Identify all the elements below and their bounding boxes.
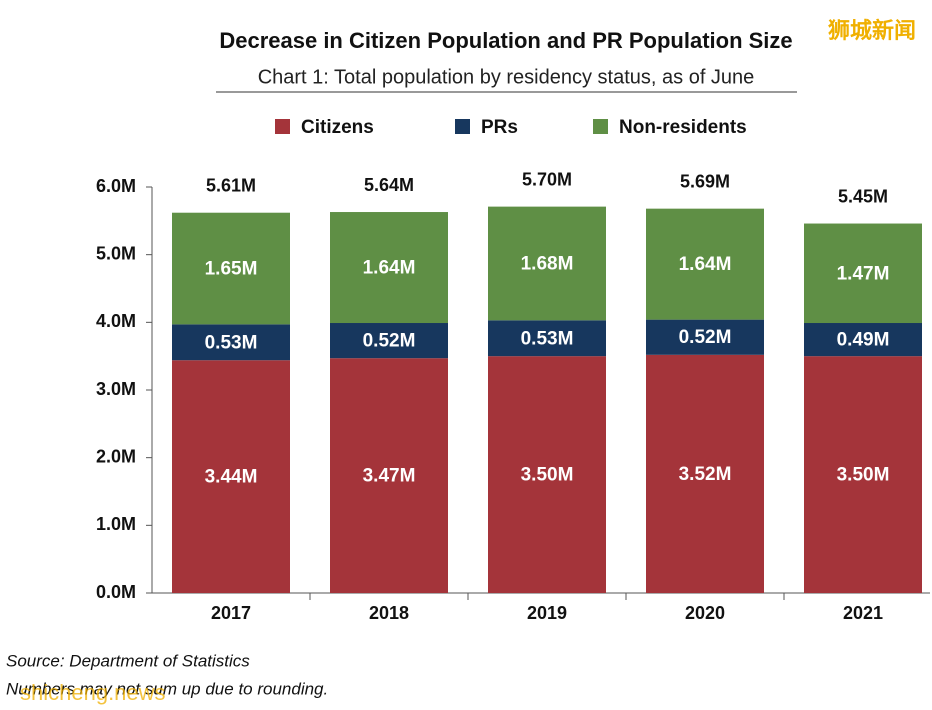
bar-segment [488,320,606,357]
note: Numbers may not sum up due to rounding. [6,679,328,698]
watermark: 狮城新闻 [828,18,916,43]
y-tick-label: 0.0M [96,582,136,602]
x-tick-label: 2017 [211,603,251,623]
chart-title: Decrease in Citizen Population and PR Po… [219,28,792,53]
source: Source: Department of Statistics [6,651,250,670]
value-label: 0.52M [363,331,416,352]
y-tick-label: 2.0M [96,446,136,466]
legend-label: Non-residents [619,117,747,138]
x-tick-label: 2018 [369,603,409,623]
bar-segment [804,323,922,357]
legend-label: Citizens [301,117,374,138]
bar-segment [172,360,290,593]
value-label: 1.65M [205,259,258,280]
bar-segment [330,212,448,324]
x-tick-label: 2019 [527,603,567,623]
total-label: 5.61M [206,175,256,195]
value-label: 3.47M [363,466,416,487]
chart-subtitle: Chart 1: Total population by residency s… [258,66,755,88]
bar-segment [330,323,448,359]
y-tick-label: 6.0M [96,176,136,196]
value-label: 0.53M [521,328,574,349]
bar-segment [488,356,606,593]
value-label: 1.47M [837,263,890,284]
legend-swatch [455,119,470,134]
value-label: 0.52M [679,327,732,348]
value-label: 3.52M [679,464,732,485]
total-label: 5.70M [522,169,572,189]
bar-segment [330,358,448,593]
value-label: 0.49M [837,330,890,351]
y-tick-label: 3.0M [96,379,136,399]
total-label: 5.69M [680,171,730,191]
bar-segment [804,356,922,593]
bar-segment [646,319,764,355]
total-label: 5.45M [838,186,888,206]
bar-segment [646,208,764,320]
legend-swatch [275,119,290,134]
total-label: 5.64M [364,175,414,195]
value-label: 0.53M [205,332,258,353]
value-label: 3.44M [205,467,258,488]
y-tick-label: 5.0M [96,243,136,263]
x-tick-label: 2021 [843,603,883,623]
value-label: 1.68M [521,253,574,274]
bar-segment [646,354,764,593]
legend-swatch [593,119,608,134]
bar-segment [488,206,606,321]
legend-label: PRs [481,117,518,138]
value-label: 3.50M [837,465,890,486]
value-label: 3.50M [521,465,574,486]
bar-segment [172,324,290,361]
bar-segment [804,223,922,324]
x-tick-label: 2020 [685,603,725,623]
y-tick-label: 4.0M [96,311,136,331]
y-tick-label: 1.0M [96,514,136,534]
bar-segment [172,212,290,325]
value-label: 1.64M [679,254,732,275]
watermark: shicheng.news [20,680,166,705]
value-label: 1.64M [363,258,416,279]
